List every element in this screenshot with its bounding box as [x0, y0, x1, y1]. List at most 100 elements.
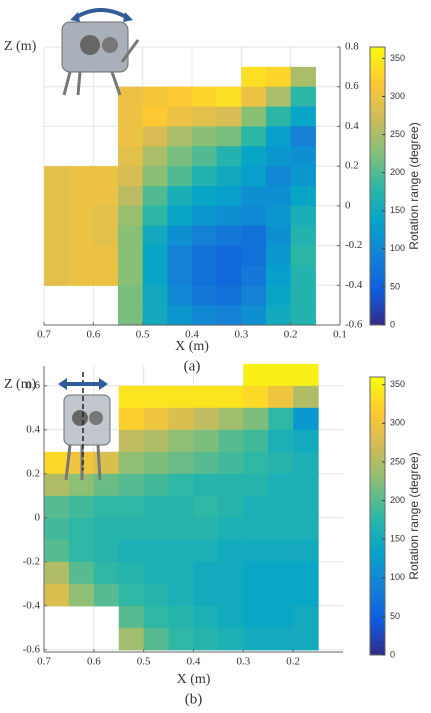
colorbar-tick-label: 50 — [390, 281, 400, 291]
colorbar-segment — [370, 562, 385, 568]
colorbar-segment — [370, 195, 385, 201]
heat-cell — [93, 517, 120, 541]
colorbar-segment — [370, 139, 385, 145]
colorbar-segment — [370, 529, 385, 536]
colorbar-segment — [370, 571, 385, 577]
heat-cell — [168, 451, 195, 475]
heat-cell — [192, 186, 218, 207]
heat-cell — [118, 245, 144, 267]
colorbar-segment — [370, 437, 385, 443]
heat-cell — [143, 495, 170, 519]
colorbar-segment — [370, 181, 385, 187]
heat-cell — [118, 305, 144, 326]
heat-cell — [118, 126, 144, 147]
heat-cell — [44, 539, 70, 563]
heat-cell — [68, 539, 95, 563]
heat-cell — [193, 561, 220, 585]
heat-cell — [168, 407, 195, 431]
y-tick-label: 0.6 — [26, 379, 40, 391]
colorbar-tick-label: 250 — [390, 129, 405, 139]
y-tick-label: 0.2 — [26, 467, 40, 479]
heat-cell — [290, 205, 316, 227]
heat-cell — [118, 473, 145, 497]
heat-cell — [193, 473, 220, 497]
heat-cell — [143, 517, 170, 541]
heat-cell — [93, 205, 119, 227]
heat-cell — [143, 561, 170, 585]
colorbar-segment — [370, 520, 385, 526]
colorbar-segment — [370, 418, 385, 424]
heat-cell — [118, 627, 145, 651]
heat-cell — [243, 407, 269, 431]
heat-cell — [93, 166, 119, 187]
colorbar-segment — [370, 190, 385, 196]
heat-cell — [142, 106, 168, 128]
heat-cell — [243, 385, 269, 409]
heat-cell — [118, 106, 144, 128]
heat-cell — [93, 265, 119, 286]
heat-cell — [243, 517, 269, 541]
heat-cell — [93, 186, 119, 207]
heat-cell — [266, 285, 292, 306]
colorbar-segment — [370, 553, 385, 559]
colorbar-segment — [370, 283, 385, 289]
heat-cell — [142, 265, 168, 286]
heat-cell — [266, 245, 292, 267]
heat-cell — [44, 451, 70, 475]
heat-cell — [290, 146, 316, 167]
heat-cell — [93, 473, 120, 497]
y-tick-label: 0.6 — [345, 80, 359, 92]
heat-cell — [241, 225, 267, 247]
colorbar-segment — [370, 130, 385, 136]
x-tick-label: 0.5 — [137, 656, 151, 668]
heat-cell — [167, 285, 193, 306]
heat-cell — [293, 363, 319, 387]
heat-cell — [266, 305, 292, 326]
heat-cell — [168, 539, 195, 563]
colorbar-segment — [370, 390, 385, 397]
x-tick-label: 0.7 — [37, 329, 51, 341]
heat-cell — [118, 539, 145, 563]
heat-cell — [243, 495, 269, 519]
colorbar-segment — [370, 534, 385, 540]
heat-cell — [168, 429, 195, 453]
heat-cell — [293, 451, 319, 475]
y-tick-label: -0.2 — [345, 239, 362, 251]
heat-cell — [216, 225, 242, 247]
heat-cell — [118, 605, 145, 629]
colorbar-segment — [370, 209, 385, 215]
heat-cell — [290, 166, 316, 187]
colorbar-segment — [370, 511, 385, 517]
x-axis-label: X (m) — [175, 339, 209, 354]
y-tick-label: 0 — [35, 511, 41, 523]
heat-cell — [118, 265, 144, 286]
colorbar-segment — [370, 460, 385, 466]
colorbar-segment — [370, 566, 385, 573]
colorbar-segment — [370, 636, 385, 642]
colorbar-segment — [370, 627, 385, 633]
heat-cell — [216, 205, 242, 227]
heat-cell — [143, 473, 170, 497]
colorbar-segment — [370, 172, 385, 178]
heat-cell — [118, 166, 144, 187]
heat-cell — [241, 126, 267, 147]
heat-cell — [241, 285, 267, 306]
y-tick-label: -0.4 — [345, 279, 363, 291]
colorbar-segment — [370, 176, 385, 182]
heat-cell — [193, 451, 220, 475]
heat-cell — [243, 473, 269, 497]
caption: (a) — [184, 358, 201, 374]
heat-cell — [216, 305, 242, 326]
heat-cell — [241, 205, 267, 227]
heat-cell — [118, 561, 145, 585]
colorbar-segment — [370, 74, 385, 80]
colorbar-segment — [370, 414, 385, 420]
heat-cell — [93, 225, 119, 247]
heat-cell — [268, 539, 294, 563]
heat-cell — [143, 451, 170, 475]
heat-cell — [44, 583, 70, 607]
heat-cell — [142, 146, 168, 167]
colorbar-segment — [370, 199, 385, 206]
heat-cell — [266, 205, 292, 227]
colorbar-tick-label: 0 — [390, 649, 395, 659]
